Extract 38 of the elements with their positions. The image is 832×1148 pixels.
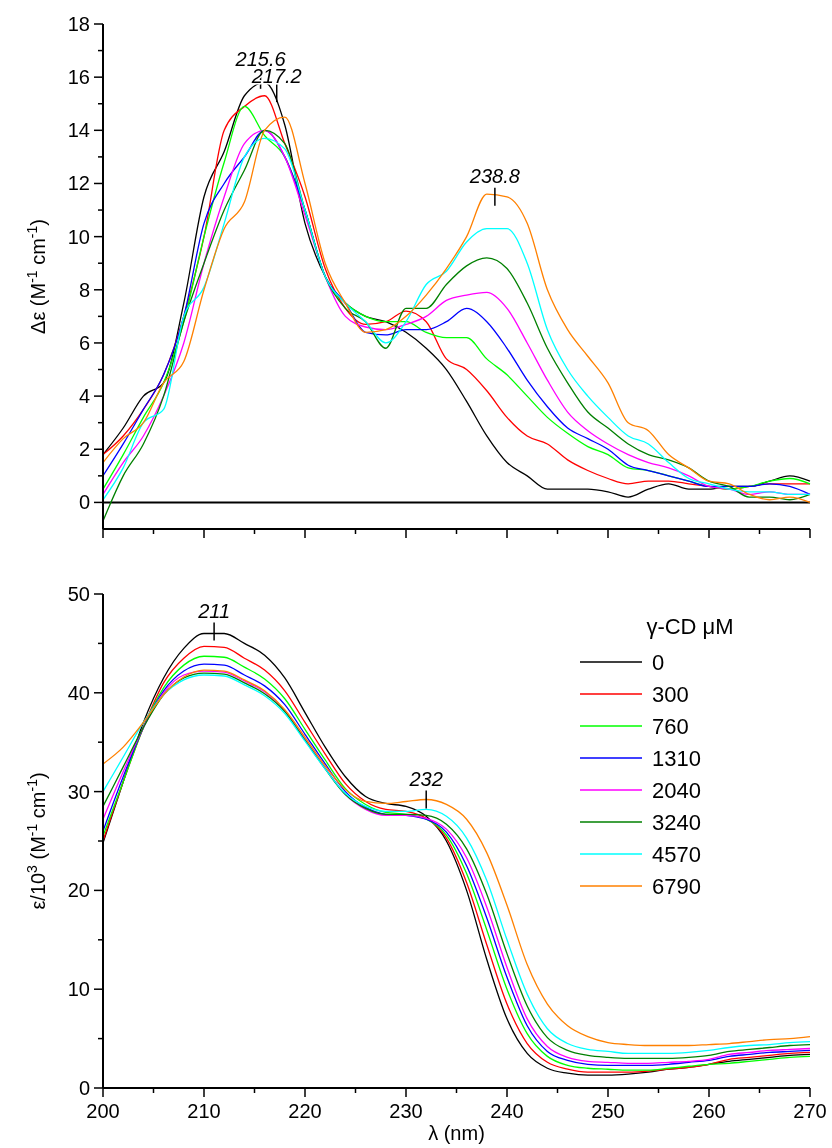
y-tick-label: 6	[78, 331, 90, 354]
legend-label: 3240	[652, 810, 701, 835]
x-tick-label: 220	[288, 1100, 322, 1122]
legend-label: 4570	[652, 842, 701, 867]
legend-label: 2040	[652, 778, 701, 803]
y-tick-label: 10	[67, 225, 90, 248]
y-tick-label: 8	[78, 278, 90, 301]
y-tick-label: 2	[78, 438, 90, 461]
annotation: 211	[197, 599, 231, 622]
legend-title: γ-CD μM	[646, 614, 734, 639]
x-tick-label: 200	[86, 1100, 120, 1122]
legend-label: 760	[652, 714, 689, 739]
legend-label: 6790	[652, 874, 701, 899]
x-tick-label: 260	[692, 1100, 726, 1122]
x-tick-label: 230	[389, 1100, 423, 1122]
y-tick-label: 50	[67, 583, 90, 605]
y-tick-label: 20	[67, 879, 90, 902]
y-tick-label: 10	[67, 978, 90, 1001]
x-axis-title: λ (nm)	[428, 1122, 485, 1144]
y-tick-label: 40	[67, 681, 90, 704]
x-tick-label: 210	[187, 1100, 221, 1122]
legend-label: 300	[652, 682, 689, 707]
annotation: 215.6	[234, 47, 287, 70]
y-tick-label: 30	[67, 780, 90, 803]
y-tick-label: 14	[67, 119, 90, 142]
y-tick-label: 12	[67, 172, 90, 195]
x-tick-label: 240	[490, 1100, 524, 1122]
y-tick-label: 18	[67, 13, 90, 35]
y-tick-label: 16	[67, 66, 90, 89]
legend-label: 1310	[652, 746, 701, 771]
annotation: 238.8	[468, 164, 520, 187]
x-tick-label: 270	[793, 1100, 827, 1122]
y-tick-label: 0	[78, 1077, 90, 1099]
annotation: 232	[408, 767, 443, 790]
legend-label: 0	[652, 650, 665, 675]
x-tick-label: 250	[591, 1100, 625, 1122]
y-tick-label: 0	[78, 491, 90, 514]
y-tick-label: 4	[78, 385, 90, 408]
